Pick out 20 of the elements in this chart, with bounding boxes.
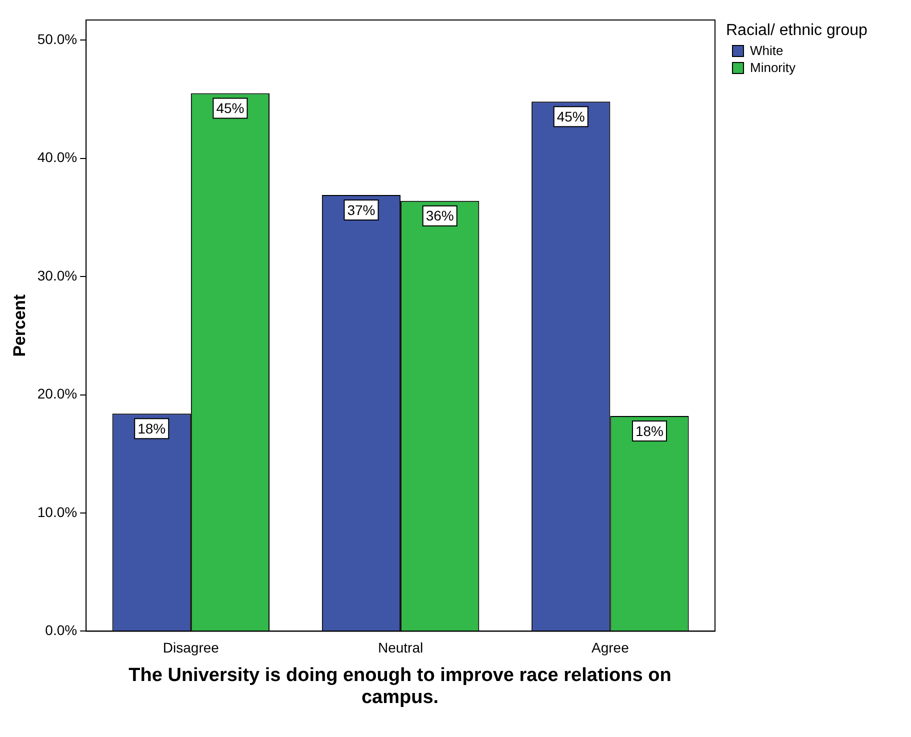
data-label: 36%: [426, 208, 454, 224]
y-axis-title: Percent: [10, 294, 29, 357]
legend-label: Minority: [750, 60, 796, 75]
x-tick-label: Neutral: [378, 639, 424, 656]
y-tick-label: 0.0%: [45, 622, 78, 638]
legend-title: Racial/ ethnic group: [726, 22, 868, 40]
data-label: 37%: [347, 202, 376, 218]
x-axis-title: The University is doing enough to improve race relations on campus.: [128, 665, 672, 709]
data-label: 18%: [635, 422, 664, 439]
x-tick-label: Disagree: [162, 639, 220, 656]
y-tick-label: 30.0%: [37, 267, 78, 284]
data-label: 45%: [216, 100, 244, 116]
data-label: 45%: [556, 108, 585, 124]
y-tick-label: 50.0%: [37, 30, 78, 47]
y-tick-label: 40.0%: [37, 149, 78, 166]
x-tick-label: Agree: [592, 639, 630, 656]
y-tick-label: 20.0%: [37, 386, 78, 402]
legend-label: White: [750, 43, 784, 58]
data-label: 18%: [138, 420, 166, 437]
y-tick-label: 10.0%: [37, 504, 78, 520]
